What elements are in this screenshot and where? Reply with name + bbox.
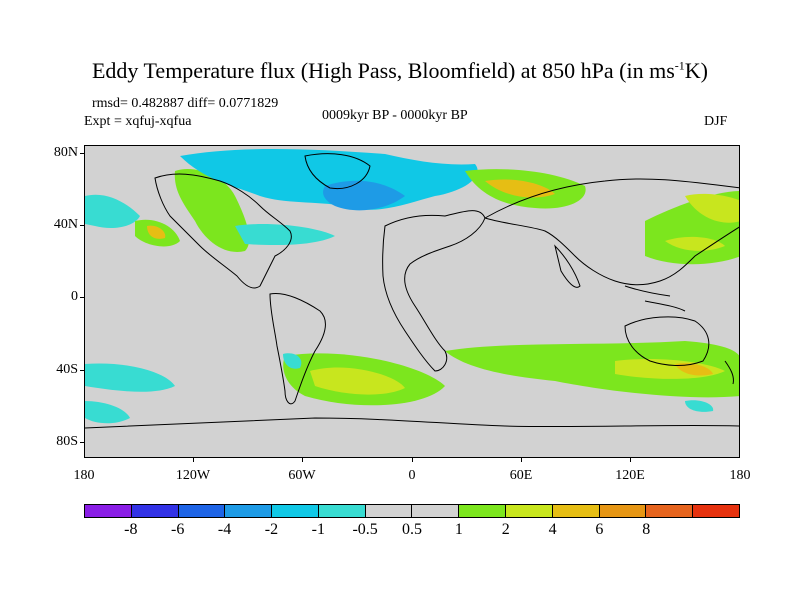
colorbar-box bbox=[131, 505, 179, 517]
new-zealand-coast bbox=[724, 360, 734, 385]
colorbar-label: 2 bbox=[501, 521, 510, 538]
lon-label-180e: 180 bbox=[729, 468, 751, 483]
season-label: DJF bbox=[704, 114, 728, 129]
colorbar-label: 0.5 bbox=[402, 521, 422, 538]
lon-label-120e: 120E bbox=[615, 468, 645, 483]
anomaly-patch bbox=[85, 401, 130, 424]
colorbar-box bbox=[225, 505, 273, 517]
colorbar-label: -8 bbox=[124, 521, 138, 538]
colorbar-label: -4 bbox=[217, 521, 232, 538]
lon-label-180w: 180 bbox=[73, 468, 95, 483]
colorbar-label: 8 bbox=[642, 521, 651, 538]
stats-text: rmsd= 0.482887 diff= 0.0771829 bbox=[92, 96, 279, 111]
lon-label-120w: 120W bbox=[175, 468, 211, 483]
lat-label-eq: 0 bbox=[71, 289, 78, 304]
anomaly-patch bbox=[85, 363, 175, 392]
anomaly-patch bbox=[685, 400, 714, 412]
australia-coast bbox=[624, 316, 710, 366]
anomaly-patch bbox=[445, 341, 739, 398]
colorbar-box bbox=[459, 505, 507, 517]
anomaly-patch bbox=[310, 367, 405, 395]
anomaly-patch bbox=[485, 179, 555, 198]
anomaly-patch bbox=[665, 236, 725, 251]
colorbar bbox=[84, 504, 740, 518]
indonesia-coast bbox=[624, 285, 686, 312]
greenland-coast bbox=[304, 153, 371, 190]
lat-tick bbox=[80, 225, 84, 226]
map-panel bbox=[84, 145, 740, 458]
anomaly-field bbox=[85, 149, 739, 424]
south-america-coast bbox=[269, 292, 326, 405]
lon-label-0: 0 bbox=[408, 468, 416, 483]
colorbar-label: -2 bbox=[264, 521, 279, 538]
colorbar-box bbox=[599, 505, 647, 517]
map-svg bbox=[85, 146, 739, 457]
colorbar-box bbox=[693, 505, 739, 517]
anomaly-patch bbox=[283, 353, 302, 369]
colorbar-box bbox=[506, 505, 553, 517]
chart-title: Eddy Temperature flux (High Pass, Bloomf… bbox=[91, 58, 708, 83]
north-america-coast bbox=[154, 173, 292, 289]
lat-tick bbox=[80, 370, 84, 371]
colorbar-box bbox=[85, 505, 132, 517]
colorbar-box bbox=[365, 505, 413, 517]
experiment-label: Expt = xqfuj-xqfua bbox=[84, 114, 192, 129]
lon-label-60e: 60E bbox=[509, 468, 533, 483]
colorbar-label: 4 bbox=[548, 521, 557, 538]
lat-tick bbox=[80, 442, 84, 443]
lon-tick bbox=[521, 458, 522, 462]
lat-label-40n: 40N bbox=[53, 217, 78, 232]
anomaly-patch bbox=[180, 149, 478, 210]
colorbar-box bbox=[318, 505, 366, 517]
lon-label-60w: 60W bbox=[288, 468, 316, 483]
lat-label-40s: 40S bbox=[56, 362, 78, 377]
colorbar-box bbox=[272, 505, 319, 517]
lon-tick bbox=[302, 458, 303, 462]
anomaly-patch bbox=[235, 224, 335, 246]
colorbar-box bbox=[552, 505, 600, 517]
anomaly-patch bbox=[675, 363, 713, 376]
lat-tick bbox=[80, 153, 84, 154]
anomaly-patch bbox=[85, 194, 140, 228]
period-label: 0009kyr BP - 0000kyr BP bbox=[322, 108, 468, 123]
lat-tick bbox=[80, 297, 84, 298]
colorbar-label: -1 bbox=[311, 521, 325, 538]
colorbar-box bbox=[178, 505, 226, 517]
anomaly-patch bbox=[685, 193, 739, 223]
anomaly-patch bbox=[147, 225, 166, 239]
colorbar-label: -6 bbox=[171, 521, 185, 538]
colorbar-label: 6 bbox=[595, 521, 604, 538]
lon-tick bbox=[193, 458, 194, 462]
asia-coast bbox=[484, 178, 739, 286]
india-coast bbox=[554, 244, 581, 288]
anomaly-patch bbox=[174, 168, 250, 252]
colorbar-label: 1 bbox=[454, 521, 463, 538]
lon-tick bbox=[630, 458, 631, 462]
colorbar-box bbox=[646, 505, 694, 517]
lon-tick bbox=[412, 458, 413, 462]
europe-africa-coast bbox=[382, 210, 486, 372]
antarctica-coast bbox=[85, 417, 739, 429]
lat-label-80n: 80N bbox=[53, 145, 78, 160]
lat-label-80s: 80S bbox=[56, 434, 78, 449]
colorbar-box bbox=[412, 505, 460, 517]
coastlines bbox=[85, 153, 739, 429]
colorbar-label: -0.5 bbox=[352, 521, 378, 538]
